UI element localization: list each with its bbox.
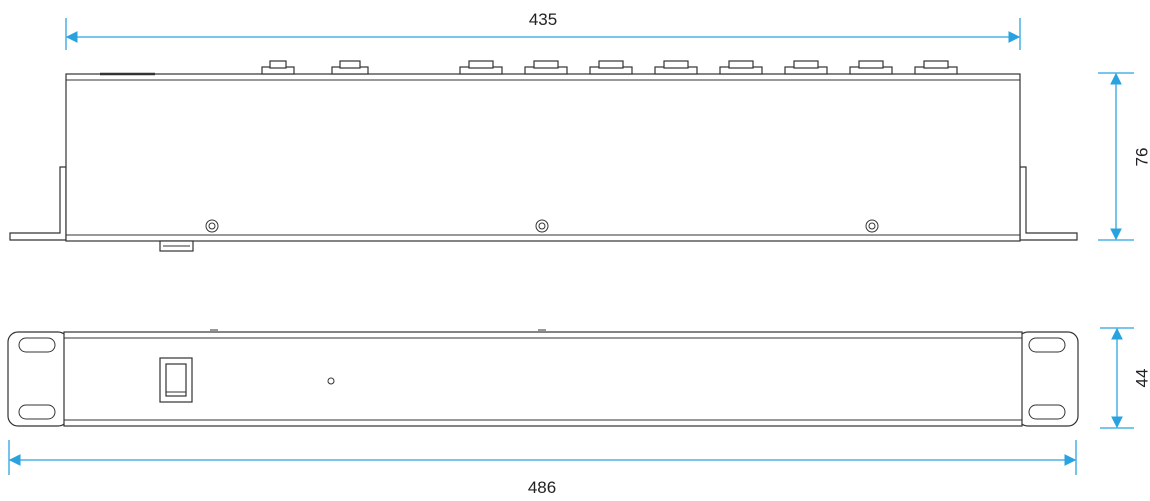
right-rack-ear xyxy=(1017,331,1079,427)
connector xyxy=(914,60,958,75)
left-rack-ear xyxy=(7,331,69,427)
left-flange xyxy=(9,166,67,241)
top-body xyxy=(65,73,1021,242)
connector xyxy=(524,60,568,75)
connector xyxy=(459,60,503,75)
mounting-slot xyxy=(1028,404,1066,420)
connector xyxy=(261,60,295,75)
connector xyxy=(654,60,698,75)
connector xyxy=(589,60,633,75)
connector xyxy=(849,60,893,75)
dimension-top-height: 76 xyxy=(1098,72,1150,241)
mounting-slot xyxy=(18,337,56,353)
connector xyxy=(331,60,369,75)
screw xyxy=(535,219,549,233)
dimension-label-front-height: 44 xyxy=(1132,369,1150,388)
power-switch xyxy=(159,357,193,403)
dimension-label-top-height: 76 xyxy=(1132,148,1150,167)
screw xyxy=(865,219,879,233)
dimension-label-front-width: 486 xyxy=(528,478,556,497)
front-panel xyxy=(63,331,1023,427)
mounting-slot xyxy=(1028,337,1066,353)
right-flange xyxy=(1019,166,1078,241)
screw xyxy=(205,219,219,233)
connector xyxy=(719,60,763,75)
dimension-label-top-width: 435 xyxy=(529,10,557,29)
connector xyxy=(784,60,828,75)
dimension-top-width: 435 xyxy=(65,10,1021,50)
mounting-slot xyxy=(18,404,56,420)
dimension-front-width: 486 xyxy=(8,440,1077,497)
dimension-front-height: 44 xyxy=(1100,327,1150,429)
indicator-led xyxy=(327,377,335,385)
front-view xyxy=(7,329,1079,427)
top-view xyxy=(9,60,1078,252)
